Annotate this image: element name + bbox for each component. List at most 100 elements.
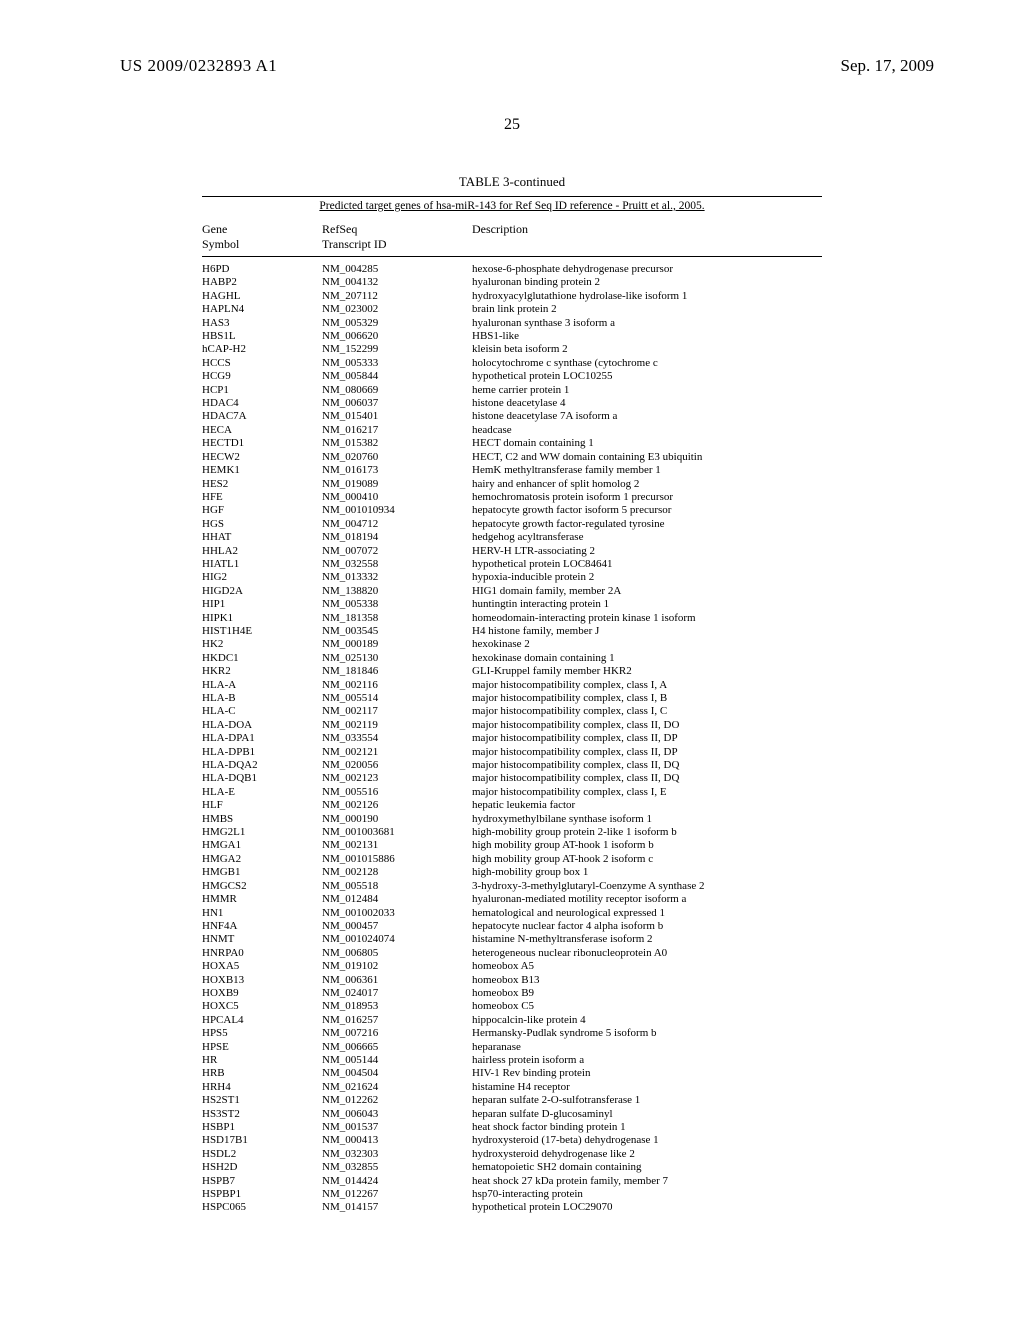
cell-gene: HS2ST1 [202,1094,322,1107]
cell-description: HERV-H LTR-associating 2 [472,545,822,558]
cell-gene: HSD17B1 [202,1134,322,1147]
cell-gene: HBS1L [202,330,322,343]
cell-description: high mobility group AT-hook 2 isoform c [472,853,822,866]
cell-description: major histocompatibility complex, class … [472,692,822,705]
table-row: HRNM_005144hairless protein isoform a [202,1054,822,1067]
cell-description: heat shock factor binding protein 1 [472,1121,822,1134]
cell-refseq: NM_023002 [322,303,472,316]
cell-refseq: NM_018194 [322,531,472,544]
table-row: HSPB7NM_014424heat shock 27 kDa protein … [202,1175,822,1188]
table-row: HAPLN4NM_023002brain link protein 2 [202,303,822,316]
cell-refseq: NM_016257 [322,1014,472,1027]
cell-refseq: NM_004132 [322,276,472,289]
table-row: HPSENM_006665heparanase [202,1041,822,1054]
cell-gene: HCG9 [202,370,322,383]
cell-description: homeodomain-interacting protein kinase 1… [472,612,822,625]
cell-description: high-mobility group box 1 [472,866,822,879]
cell-gene: HLA-DQB1 [202,772,322,785]
cell-refseq: NM_004285 [322,263,472,276]
table-subtitle: Predicted target genes of hsa-miR-143 fo… [202,200,822,222]
cell-refseq: NM_005329 [322,317,472,330]
cell-description: hydroxymethylbilane synthase isoform 1 [472,813,822,826]
table-row: HMG2L1NM_001003681high-mobility group pr… [202,826,822,839]
table-caption: TABLE 3-continued [202,174,822,190]
cell-refseq: NM_019102 [322,960,472,973]
cell-gene: HCCS [202,357,322,370]
table-row: HFENM_000410hemochromatosis protein isof… [202,491,822,504]
cell-description: hemochromatosis protein isoform 1 precur… [472,491,822,504]
cell-description: homeobox B13 [472,974,822,987]
cell-refseq: NM_012484 [322,893,472,906]
table-row: HLA-DQA2NM_020056major histocompatibilit… [202,759,822,772]
cell-gene: HNRPA0 [202,947,322,960]
cell-description: hypothetical protein LOC29070 [472,1201,822,1214]
cell-description: histamine N-methyltransferase isoform 2 [472,933,822,946]
cell-gene: HSH2D [202,1161,322,1174]
table-row: HGSNM_004712hepatocyte growth factor-reg… [202,518,822,531]
cell-gene: HECTD1 [202,437,322,450]
table-row: HN1NM_001002033hematological and neurolo… [202,907,822,920]
cell-refseq: NM_000413 [322,1134,472,1147]
cell-gene: HK2 [202,638,322,651]
cell-refseq: NM_001010934 [322,504,472,517]
cell-refseq: NM_014424 [322,1175,472,1188]
table-row: HRBNM_004504HIV-1 Rev binding protein [202,1067,822,1080]
cell-gene: HIGD2A [202,585,322,598]
cell-refseq: NM_181358 [322,612,472,625]
cell-description: HIG1 domain family, member 2A [472,585,822,598]
table-row: HDAC4NM_006037histone deacetylase 4 [202,397,822,410]
cell-gene: HCP1 [202,384,322,397]
cell-description: major histocompatibility complex, class … [472,786,822,799]
table-row: HPCAL4NM_016257hippocalcin-like protein … [202,1014,822,1027]
table-row: HSH2DNM_032855hematopoietic SH2 domain c… [202,1161,822,1174]
cell-refseq: NM_004712 [322,518,472,531]
cell-refseq: NM_018953 [322,1000,472,1013]
cell-description: HECT domain containing 1 [472,437,822,450]
cell-refseq: NM_006043 [322,1108,472,1121]
cell-refseq: NM_032303 [322,1148,472,1161]
cell-description: Hermansky-Pudlak syndrome 5 isoform b [472,1027,822,1040]
cell-gene: HOXB13 [202,974,322,987]
cell-gene: HKDC1 [202,652,322,665]
table-row: HCP1NM_080669heme carrier protein 1 [202,384,822,397]
cell-description: hexose-6-phosphate dehydrogenase precurs… [472,263,822,276]
cell-gene: hCAP-H2 [202,343,322,356]
cell-gene: HNMT [202,933,322,946]
table-row: HLA-DPA1NM_033554major histocompatibilit… [202,732,822,745]
cell-gene: HOXC5 [202,1000,322,1013]
cell-gene: HGF [202,504,322,517]
cell-description: heterogeneous nuclear ribonucleoprotein … [472,947,822,960]
cell-description: hedgehog acyltransferase [472,531,822,544]
publication-date: Sep. 17, 2009 [841,56,935,76]
cell-refseq: NM_002128 [322,866,472,879]
cell-description: GLI-Kruppel family member HKR2 [472,665,822,678]
table-row: HLA-CNM_002117major histocompatibility c… [202,705,822,718]
table-row: HKDC1NM_025130hexokinase domain containi… [202,652,822,665]
cell-description: hsp70-interacting protein [472,1188,822,1201]
cell-description: major histocompatibility complex, class … [472,679,822,692]
cell-description: heat shock 27 kDa protein family, member… [472,1175,822,1188]
table-3-continued: TABLE 3-continued Predicted target genes… [202,174,822,1215]
cell-gene: HNF4A [202,920,322,933]
cell-gene: HECW2 [202,451,322,464]
table-row: HABP2NM_004132hyaluronan binding protein… [202,276,822,289]
cell-description: heme carrier protein 1 [472,384,822,397]
cell-refseq: NM_012262 [322,1094,472,1107]
publication-number: US 2009/0232893 A1 [120,56,277,76]
table-row: HAGHLNM_207112hydroxyacylglutathione hyd… [202,290,822,303]
cell-gene: HSPBP1 [202,1188,322,1201]
cell-gene: HFE [202,491,322,504]
cell-description: histone deacetylase 4 [472,397,822,410]
cell-description: hematopoietic SH2 domain containing [472,1161,822,1174]
table-row: HIST1H4ENM_003545H4 histone family, memb… [202,625,822,638]
cell-gene: HLF [202,799,322,812]
cell-refseq: NM_019089 [322,478,472,491]
cell-refseq: NM_002116 [322,679,472,692]
cell-gene: HABP2 [202,276,322,289]
cell-refseq: NM_138820 [322,585,472,598]
table-row: HHLA2NM_007072HERV-H LTR-associating 2 [202,545,822,558]
cell-description: hypothetical protein LOC10255 [472,370,822,383]
cell-description: hypoxia-inducible protein 2 [472,571,822,584]
cell-description: major histocompatibility complex, class … [472,772,822,785]
cell-refseq: NM_000457 [322,920,472,933]
